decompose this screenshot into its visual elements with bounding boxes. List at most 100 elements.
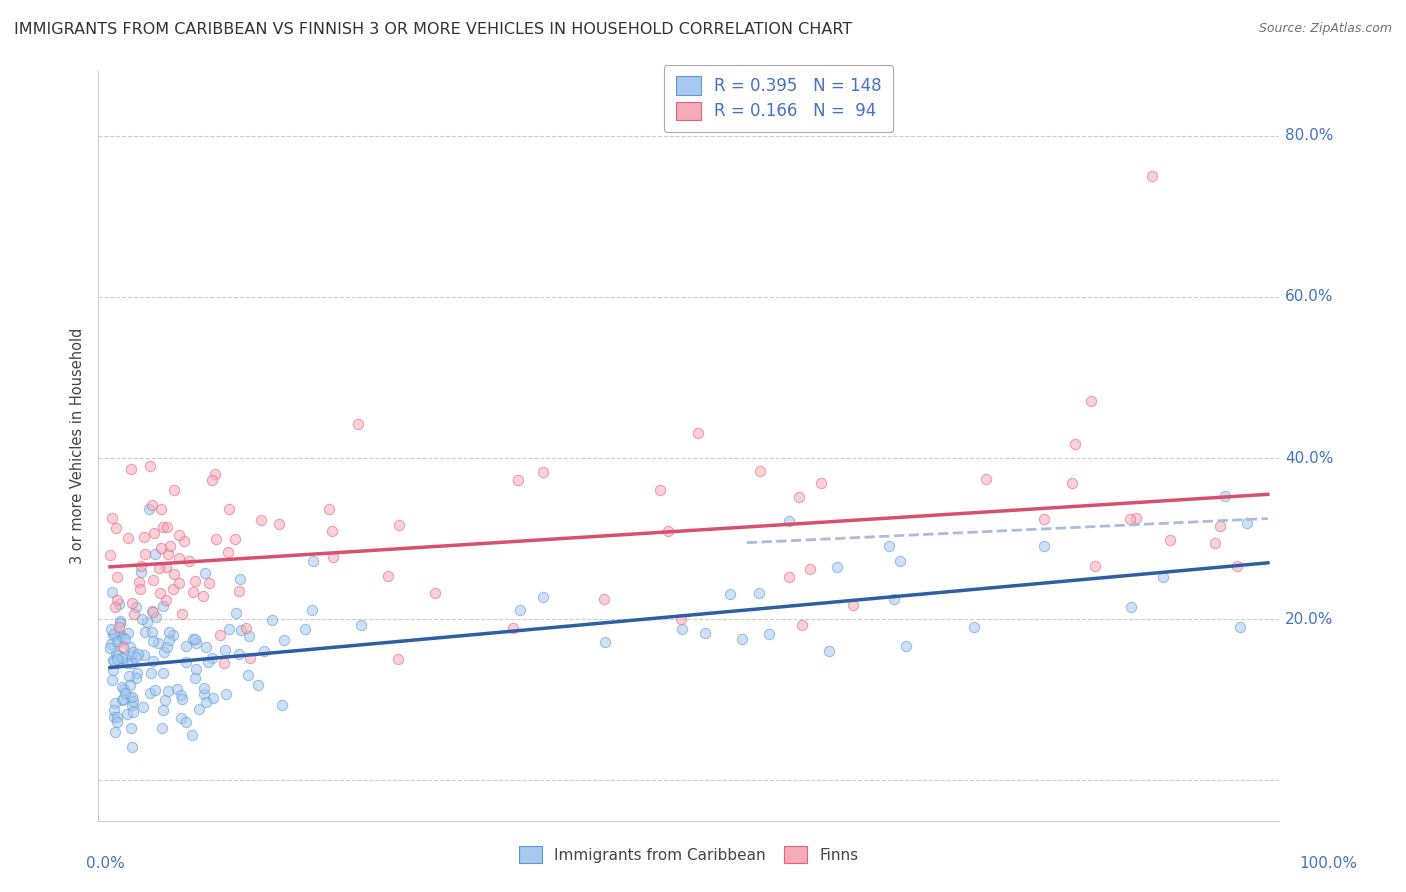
Point: [105, 570, 128, 584]
Point: [117, 706, 139, 721]
Point: [184, 574, 207, 588]
Point: [103, 703, 125, 717]
Point: [214, 656, 236, 670]
Point: [790, 617, 813, 632]
Point: [235, 621, 257, 635]
Point: [194, 566, 217, 580]
Point: [650, 483, 672, 497]
Point: [127, 647, 149, 661]
Text: 40.0%: 40.0%: [1285, 450, 1334, 466]
Point: [136, 615, 159, 629]
Point: [181, 584, 204, 599]
Point: [111, 650, 134, 665]
Point: [842, 598, 865, 612]
Point: [118, 690, 141, 705]
Point: [150, 721, 173, 735]
Point: [111, 680, 134, 694]
Text: 100.0%: 100.0%: [1299, 856, 1358, 871]
Point: [120, 721, 142, 735]
Point: [205, 532, 228, 546]
Point: [107, 598, 129, 612]
Point: [108, 629, 131, 643]
Point: [149, 502, 172, 516]
Point: [253, 644, 276, 658]
Point: [388, 518, 411, 533]
Point: [1119, 600, 1142, 615]
Point: [170, 688, 193, 702]
Point: [121, 740, 143, 755]
Point: [155, 559, 177, 574]
Point: [825, 560, 848, 574]
Point: [669, 612, 692, 626]
Point: [148, 561, 170, 575]
Point: [502, 621, 524, 635]
Point: [377, 569, 399, 583]
Point: [149, 586, 172, 600]
Point: [894, 640, 917, 654]
Point: [155, 640, 177, 654]
Point: [103, 710, 125, 724]
Point: [141, 498, 163, 512]
Point: [132, 700, 155, 714]
Point: [118, 678, 141, 692]
Point: [322, 550, 344, 565]
Point: [153, 692, 176, 706]
Point: [250, 513, 273, 527]
Point: [166, 681, 188, 696]
Point: [122, 694, 145, 708]
Point: [238, 629, 260, 643]
Point: [174, 714, 197, 729]
Point: [595, 635, 617, 649]
Point: [117, 625, 139, 640]
Point: [157, 547, 180, 561]
Point: [883, 592, 905, 607]
Point: [229, 623, 252, 637]
Point: [121, 597, 143, 611]
Point: [273, 632, 295, 647]
Point: [162, 582, 184, 596]
Point: [509, 603, 531, 617]
Point: [508, 473, 530, 487]
Point: [120, 461, 142, 475]
Point: [121, 705, 143, 719]
Point: [101, 585, 124, 599]
Point: [157, 624, 180, 639]
Point: [111, 631, 134, 645]
Point: [152, 703, 174, 717]
Point: [103, 654, 125, 668]
Point: [129, 582, 152, 597]
Point: [141, 604, 163, 618]
Point: [124, 599, 146, 614]
Point: [155, 593, 177, 607]
Point: [1140, 169, 1163, 183]
Point: [1064, 436, 1087, 450]
Point: [201, 473, 224, 487]
Point: [262, 613, 284, 627]
Point: [146, 635, 169, 649]
Point: [111, 650, 134, 665]
Point: [152, 519, 174, 533]
Point: [657, 524, 679, 538]
Point: [193, 681, 215, 696]
Point: [423, 585, 446, 599]
Point: [321, 524, 343, 538]
Point: [778, 514, 800, 528]
Point: [173, 534, 195, 549]
Point: [101, 664, 124, 678]
Point: [121, 645, 143, 659]
Point: [120, 648, 142, 663]
Point: [889, 554, 911, 568]
Point: [114, 632, 136, 646]
Point: [194, 695, 217, 709]
Point: [193, 589, 215, 603]
Point: [139, 458, 162, 473]
Legend: Immigrants from Caribbean, Finns: Immigrants from Caribbean, Finns: [513, 840, 865, 869]
Point: [105, 652, 128, 666]
Point: [101, 653, 124, 667]
Point: [108, 620, 131, 634]
Point: [104, 696, 127, 710]
Point: [181, 632, 204, 647]
Point: [1033, 539, 1056, 553]
Point: [1213, 489, 1236, 503]
Point: [118, 640, 141, 654]
